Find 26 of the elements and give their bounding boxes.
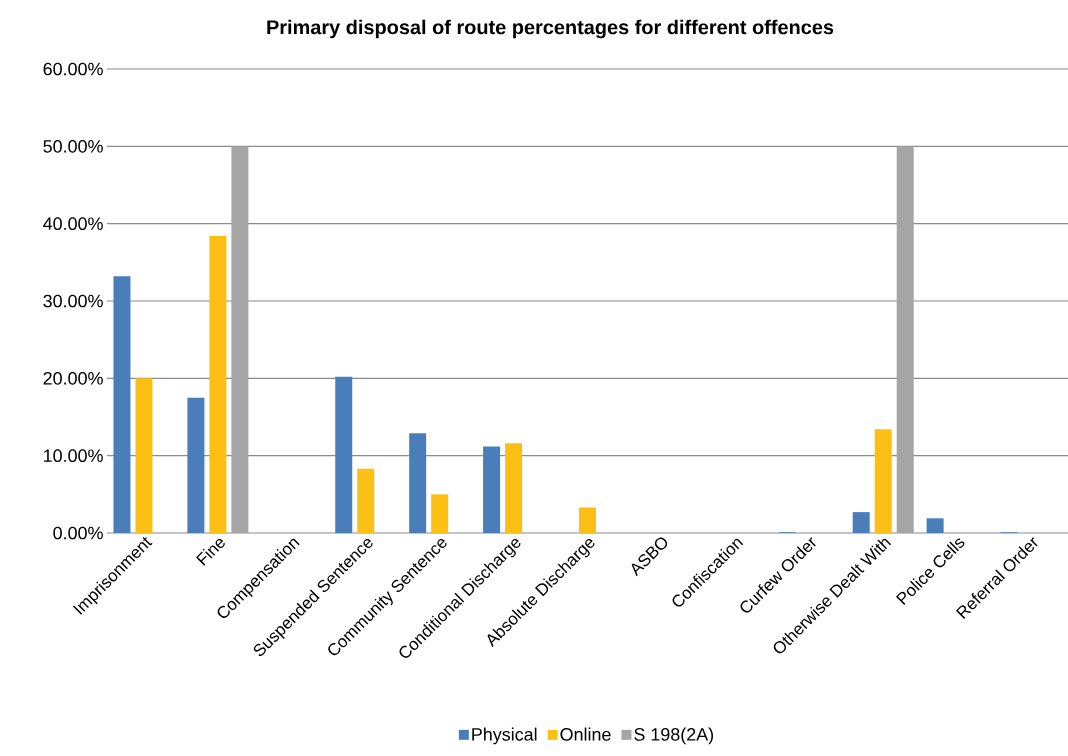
bar: [874, 429, 892, 533]
y-tick-label: 30.00%: [43, 294, 103, 308]
legend-label: Online: [560, 727, 611, 741]
bar: [357, 468, 375, 533]
y-tick-label: 10.00%: [44, 449, 103, 463]
bar: [135, 378, 153, 533]
bar: [431, 494, 449, 533]
bar: [926, 518, 944, 533]
bar: [852, 512, 870, 533]
y-tick-label: 40.00%: [43, 217, 103, 231]
y-tick-label: 20.00%: [43, 371, 103, 385]
bar: [187, 397, 205, 533]
bar: [113, 276, 131, 533]
bar: [579, 507, 597, 533]
legend-label: S 198(2A): [634, 727, 714, 745]
y-tick-label: 60.00%: [43, 62, 103, 76]
chart-title: Primary disposal of route percentages for different offences: [267, 19, 834, 39]
bar: [335, 376, 353, 533]
legend-label: Physical: [472, 727, 537, 745]
bar: [409, 433, 427, 533]
bar: [896, 146, 914, 533]
bar: [209, 236, 227, 533]
y-tick-label: 50.00%: [43, 139, 103, 153]
bar: [505, 443, 523, 533]
bar: [483, 446, 501, 533]
bar: [231, 146, 249, 533]
